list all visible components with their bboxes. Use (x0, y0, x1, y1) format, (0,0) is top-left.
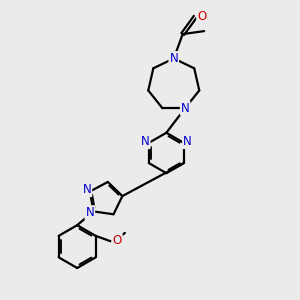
Text: O: O (112, 234, 122, 247)
Text: N: N (141, 135, 150, 148)
Text: N: N (82, 183, 91, 196)
Text: N: N (169, 52, 178, 65)
Text: N: N (183, 135, 192, 148)
Text: N: N (85, 206, 94, 219)
Text: N: N (181, 102, 190, 115)
Text: O: O (197, 10, 206, 23)
